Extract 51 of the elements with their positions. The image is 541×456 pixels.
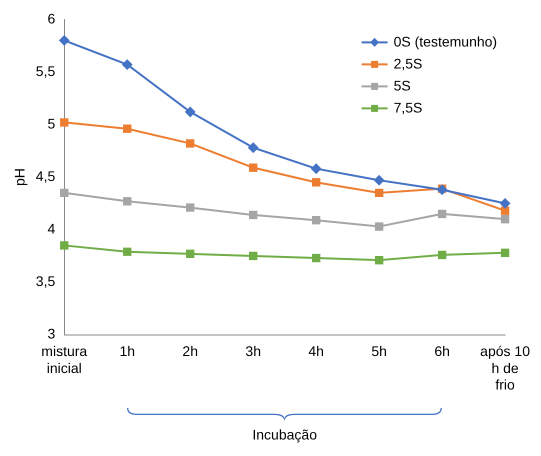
point [123, 124, 132, 133]
point [438, 210, 446, 218]
point [186, 203, 194, 212]
x-tick-label: 6h [434, 343, 450, 360]
point [312, 216, 320, 224]
x-axis-title: Incubação [252, 426, 318, 442]
point [500, 198, 510, 208]
x-tick-label: 1h [119, 343, 136, 360]
point [185, 106, 196, 117]
point [122, 60, 132, 70]
point [123, 248, 132, 256]
point [60, 118, 68, 127]
point [186, 250, 194, 258]
point [249, 163, 258, 172]
point [311, 164, 322, 174]
point [186, 139, 194, 148]
point [60, 241, 68, 250]
y-tick-label: 3,5 [36, 273, 56, 290]
point [123, 197, 132, 206]
x-tick-label: 5h [371, 343, 387, 360]
point [374, 175, 384, 186]
x-tick-label: 2h [182, 343, 198, 360]
point [500, 214, 510, 224]
point [500, 248, 510, 257]
legend-label: 0S (testemunho) [394, 33, 498, 50]
point [500, 206, 510, 215]
y-axis-title: pH [11, 168, 28, 186]
point [374, 256, 384, 264]
point [249, 252, 258, 260]
x-tick-label: mistura inicial [41, 343, 88, 376]
y-tick-label: 5 [47, 115, 56, 132]
y-tick-label: 4,5 [36, 168, 56, 184]
point [438, 250, 446, 260]
point [374, 188, 384, 198]
point [248, 142, 258, 153]
y-tick-label: 6 [47, 10, 56, 26]
point [312, 254, 320, 262]
point [249, 210, 258, 220]
y-tick-label: 5,5 [36, 62, 56, 79]
point [312, 178, 320, 187]
x-tick-label: 4h [308, 343, 324, 360]
legend-label: 5S [394, 77, 411, 94]
point [59, 35, 70, 46]
y-tick-label: 4 [47, 220, 56, 237]
x-tick-label: 3h [245, 343, 261, 360]
legend-label: 2,5S [394, 55, 422, 72]
point [374, 222, 384, 231]
legend-label: 7,5S [394, 99, 422, 116]
x-tick-label: após 10 h de frio [480, 343, 530, 393]
point [60, 188, 68, 198]
y-tick-label: 3 [47, 326, 56, 342]
